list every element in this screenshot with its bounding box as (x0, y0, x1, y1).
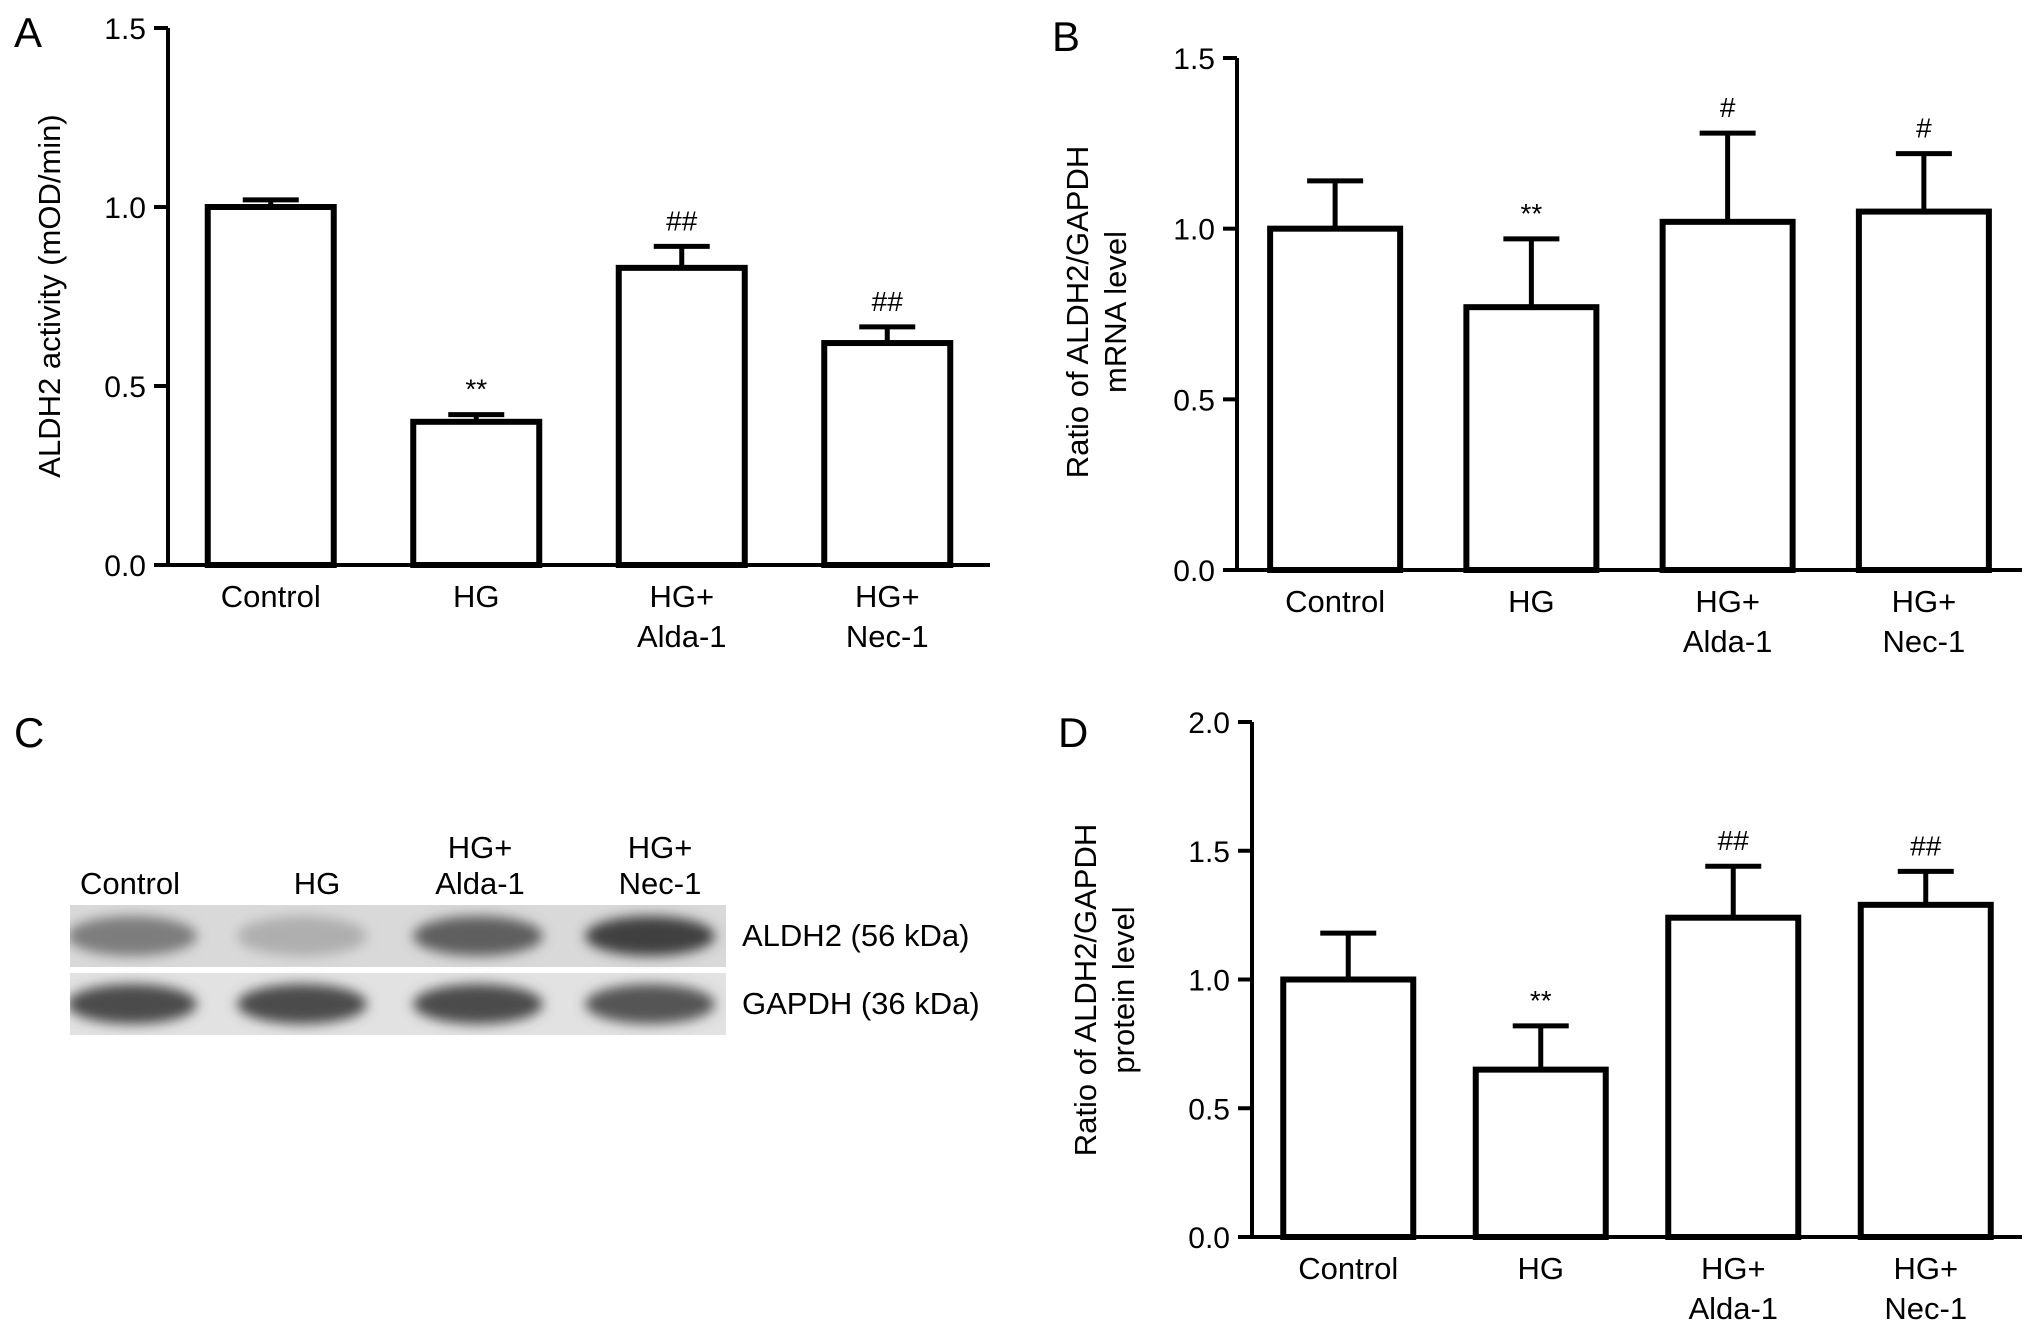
y-tick-label: 1.0 (104, 192, 146, 225)
blot-band (585, 916, 715, 956)
x-tick-label: Control (1298, 1251, 1398, 1286)
x-tick-label: HG+ Nec-1 (1883, 584, 1966, 659)
x-tick-label: HG+ Alda-1 (1688, 1251, 1778, 1326)
x-tick-label: HG (1518, 1251, 1565, 1286)
bar (1267, 225, 1404, 574)
y-tick-label: 1.0 (1188, 965, 1230, 998)
bar (1857, 901, 1994, 1240)
blot-band (70, 916, 197, 956)
panel-letter-b: B (1052, 13, 1081, 60)
blot-lane-label: HG+ Nec-1 (618, 830, 702, 901)
panel-letter-d: D (1058, 709, 1089, 756)
band-label-gapdh: GAPDH (36 kDa) (742, 986, 980, 1021)
bar (1659, 218, 1796, 573)
blot-band (237, 984, 367, 1024)
y-tick-label: 0.0 (104, 550, 146, 583)
y-axis-label: Ratio of ALDH2/GAPDHprotein level (1068, 824, 1141, 1157)
panel-letter-c: C (14, 709, 45, 756)
blot-lane-label: HG (293, 866, 341, 901)
bar (1855, 208, 1992, 573)
y-tick-label: 2.0 (1188, 707, 1230, 740)
blot-lane-label: Control (80, 866, 180, 901)
y-tick-label: 0.5 (1173, 384, 1215, 417)
bar (1280, 976, 1417, 1240)
x-tick-label: Control (1285, 584, 1385, 619)
band-label-aldh2: ALDH2 (56 kDa) (742, 918, 970, 953)
y-tick-label: 1.0 (1173, 214, 1215, 247)
y-tick-label: 1.5 (104, 13, 146, 46)
y-tick-label: 0.0 (1173, 555, 1215, 588)
y-tick-label: 0.5 (104, 371, 146, 404)
chart-b: 0.0 0.5 1.0 1.5 Ratio of ALDH2/GAPDHmRNA lev… (1060, 43, 2022, 659)
blot-band (413, 984, 543, 1024)
bar (821, 340, 954, 569)
significance-label: # (1720, 92, 1736, 123)
significance-label: ## (666, 205, 698, 236)
panel-letter-a: A (14, 9, 43, 56)
bar (1472, 1066, 1609, 1240)
bar (615, 264, 748, 568)
x-tick-label: Control (221, 579, 321, 614)
y-axis-label: Ratio of ALDH2/GAPDHmRNA level (1060, 146, 1133, 479)
x-tick-label: HG (1508, 584, 1555, 619)
significance-label: ## (1910, 830, 1942, 861)
chart-a: 0.0 0.5 1.0 1.5 ALDH2 activity (mOD/min) Cont… (32, 13, 990, 654)
significance-label: # (1916, 113, 1932, 144)
blot-band (413, 916, 543, 956)
x-tick-label: HG+ Alda-1 (1683, 584, 1773, 659)
y-axis-label: ALDH2 activity (mOD/min) (32, 114, 67, 477)
y-tick-label: 1.5 (1173, 43, 1215, 76)
x-tick-label: HG+ Alda-1 (637, 579, 727, 654)
x-tick-label: HG+ Nec-1 (1884, 1251, 1967, 1326)
y-tick-label: 1.5 (1188, 836, 1230, 869)
bar (1463, 304, 1600, 573)
bar (204, 204, 337, 568)
western-blot-panel: Control HG HG+ Alda-1 HG+ Nec-1 ALDH2 (5… (0, 700, 1040, 1333)
blot-image (70, 905, 726, 1035)
y-tick-label: 0.0 (1188, 1222, 1230, 1255)
x-tick-label: HG+ Nec-1 (846, 579, 929, 654)
blot-band (585, 984, 715, 1024)
blot-lane-label: HG+ Alda-1 (435, 830, 525, 901)
significance-label: ## (872, 286, 904, 317)
significance-label: ** (1530, 985, 1552, 1016)
significance-label: ** (1520, 198, 1542, 229)
x-tick-label: HG (453, 579, 500, 614)
bar (1665, 914, 1802, 1240)
blot-band (237, 916, 367, 956)
chart-d: 0.0 0.5 1.0 1.5 2.0 Ratio of ALDH2/GAPDHprote… (1068, 707, 2022, 1326)
significance-label: ** (465, 374, 487, 405)
significance-label: ## (1718, 825, 1750, 856)
blot-band (70, 984, 197, 1024)
y-tick-label: 0.5 (1188, 1093, 1230, 1126)
bar (410, 418, 543, 568)
